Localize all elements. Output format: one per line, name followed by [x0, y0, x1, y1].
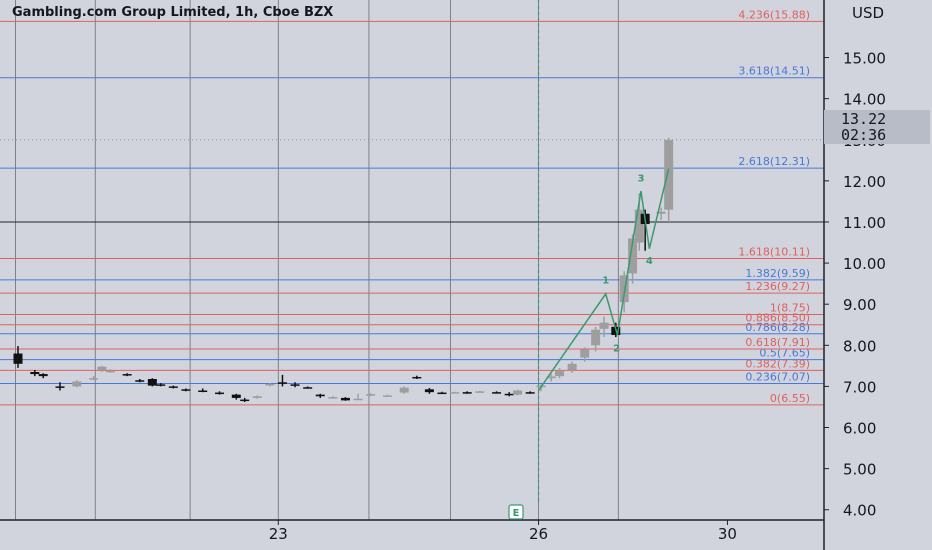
current-price-value: 13.22 — [841, 110, 886, 128]
candle-body — [168, 386, 178, 388]
y-tick-label: 11.00 — [843, 214, 886, 232]
candle-body — [72, 381, 82, 387]
fib-label-3.618: 3.618(14.51) — [738, 65, 810, 78]
candle-body — [156, 384, 166, 386]
earnings-marker-box[interactable] — [508, 504, 524, 520]
candle-body — [382, 395, 392, 397]
wave-label-3: 3 — [637, 174, 644, 185]
grid-layer — [0, 0, 824, 520]
fib-label-1: 1(8.75) — [770, 301, 810, 314]
elliott-wave-line — [537, 168, 670, 391]
currency-label: USD — [852, 4, 884, 22]
y-tick-label: 4.00 — [843, 502, 876, 520]
candle-body — [634, 209, 644, 243]
candle-body — [475, 391, 485, 393]
candle-body — [599, 322, 609, 329]
candle-body — [462, 392, 472, 394]
candle-body — [513, 390, 523, 395]
candle-body — [619, 275, 629, 303]
candle-body — [198, 390, 208, 393]
candle-body — [231, 394, 241, 398]
candle-body — [492, 392, 502, 394]
candle-body — [122, 374, 132, 376]
earnings-marker-label: E — [513, 508, 520, 519]
fib-label-0.5: 0.5(7.65) — [759, 347, 810, 360]
y-tick-label: 15.00 — [843, 50, 886, 68]
candle-body — [664, 139, 674, 210]
fib-label-4.236: 4.236(15.88) — [738, 8, 810, 21]
x-tick-label: 23 — [269, 525, 288, 543]
candle-body — [580, 349, 590, 358]
candle-body — [38, 374, 48, 377]
wave-label-2: 2 — [613, 343, 620, 354]
y-tick-label: 7.00 — [843, 378, 876, 396]
candle-body — [628, 238, 638, 274]
candle-body — [215, 392, 224, 395]
candle-body — [437, 392, 447, 395]
current-price-tag-bg — [824, 110, 930, 144]
candle-body — [567, 363, 577, 370]
wave-label-4: 4 — [646, 256, 653, 267]
candle-body — [13, 353, 23, 364]
fib-label-0.618: 0.618(7.91) — [745, 336, 810, 349]
candle-body — [147, 379, 157, 386]
candle-body — [412, 376, 422, 379]
candle-body — [525, 392, 535, 394]
candle-body — [328, 397, 338, 399]
candle-body — [504, 393, 514, 396]
current-price-tag: 13.22 02:36 — [824, 110, 930, 144]
chart-title: Gambling.com Group Limited, 1h, Cboe BZX — [12, 5, 333, 20]
countdown-timer: 02:36 — [841, 126, 886, 144]
y-tick-label: 14.00 — [843, 91, 886, 109]
candle-body — [252, 396, 262, 398]
wave-annotation: 1 2 3 4 — [537, 168, 670, 391]
y-tick-label: 8.00 — [843, 337, 876, 355]
fib-label-0.786: 0.786(8.28) — [745, 321, 810, 334]
y-tick-label: 5.00 — [843, 461, 876, 479]
fib-label-1.382: 1.382(9.59) — [745, 267, 810, 280]
fib-label-0.382: 0.382(7.39) — [745, 357, 810, 370]
candle-body — [399, 387, 409, 393]
candle-body — [181, 389, 191, 391]
y-tick-label: 12.00 — [843, 173, 886, 191]
candle-body — [135, 380, 145, 382]
wave-label-1: 1 — [602, 276, 609, 287]
fib-levels: 0(6.55)0.236(7.07)0.382(7.39)0.5(7.65)0.… — [0, 8, 824, 406]
candle-body — [97, 366, 107, 370]
fib-label-1.236: 1.236(9.27) — [745, 280, 810, 293]
candle-body — [353, 398, 363, 401]
fib-label-2.618: 2.618(12.31) — [738, 155, 810, 168]
fib-label-1.618: 1.618(10.11) — [738, 246, 810, 259]
candle-body — [450, 392, 460, 394]
candle-body — [303, 387, 313, 389]
candle-body — [277, 382, 287, 384]
candle-body — [546, 376, 556, 379]
candle-body — [424, 389, 434, 393]
candle-body — [55, 386, 65, 388]
fib-label-0: 0(6.55) — [770, 392, 810, 405]
candle-body — [555, 370, 565, 377]
candle-body — [591, 329, 601, 346]
candle-body — [105, 370, 115, 373]
y-tick-label: 10.00 — [843, 255, 886, 273]
candle-body — [240, 399, 250, 402]
x-tick-label: 26 — [529, 525, 548, 543]
candle-body — [656, 211, 666, 214]
fib-label-0.886: 0.886(8.50) — [745, 312, 810, 325]
candle-body — [315, 394, 325, 397]
candle-body — [265, 383, 275, 386]
x-tick-label: 30 — [718, 525, 737, 543]
y-tick-label: 9.00 — [843, 296, 876, 314]
fib-label-0.236: 0.236(7.07) — [745, 371, 810, 384]
earnings-marker[interactable]: E — [508, 504, 524, 520]
candle-body — [290, 384, 300, 386]
candle-body — [340, 397, 350, 401]
y-tick-label: 6.00 — [843, 420, 876, 438]
candle-body — [30, 372, 40, 375]
candle-body — [366, 394, 376, 396]
candle-body — [89, 378, 99, 380]
